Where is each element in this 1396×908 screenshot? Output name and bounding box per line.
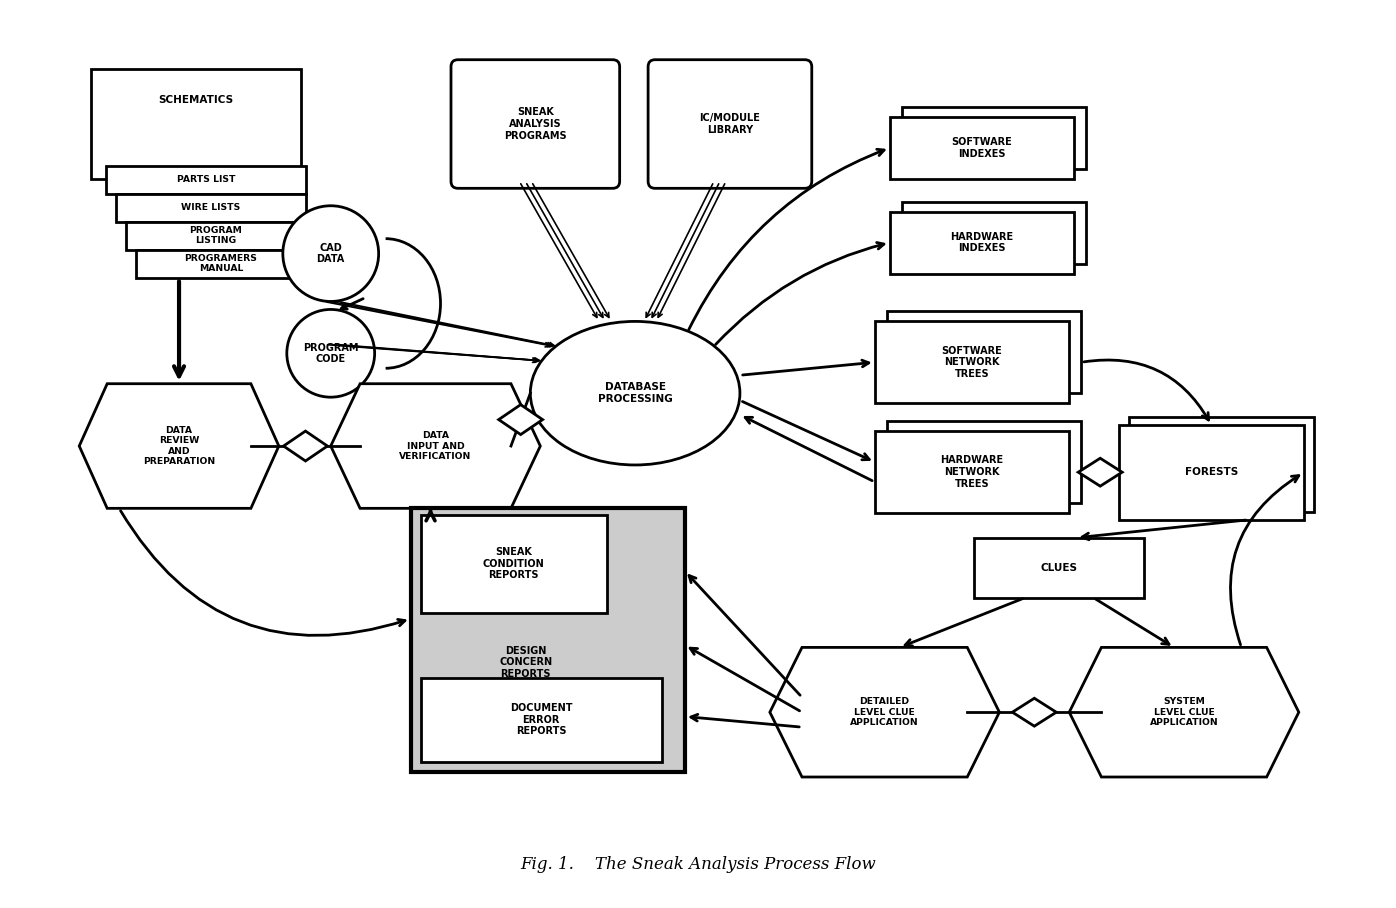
Polygon shape	[902, 202, 1086, 263]
Polygon shape	[1129, 417, 1314, 512]
Polygon shape	[886, 421, 1082, 503]
Text: HARDWARE
INDEXES: HARDWARE INDEXES	[951, 232, 1013, 253]
Polygon shape	[137, 250, 306, 278]
Polygon shape	[889, 117, 1075, 179]
Text: DATABASE
PROCESSING: DATABASE PROCESSING	[597, 382, 673, 404]
Text: SNEAK
ANALYSIS
PROGRAMS: SNEAK ANALYSIS PROGRAMS	[504, 107, 567, 141]
Polygon shape	[974, 538, 1145, 597]
Text: PROGRAM
CODE: PROGRAM CODE	[303, 342, 359, 364]
Polygon shape	[126, 222, 306, 250]
Polygon shape	[902, 107, 1086, 169]
Circle shape	[283, 206, 378, 301]
Polygon shape	[91, 69, 300, 179]
Ellipse shape	[530, 321, 740, 465]
Text: CAD
DATA: CAD DATA	[317, 242, 345, 264]
Text: DETAILED
LEVEL CLUE
APPLICATION: DETAILED LEVEL CLUE APPLICATION	[850, 697, 919, 727]
Text: IC/MODULE
LIBRARY: IC/MODULE LIBRARY	[699, 114, 761, 134]
Polygon shape	[1078, 459, 1122, 486]
Text: PROGRAMERS
MANUAL: PROGRAMERS MANUAL	[184, 254, 257, 273]
Text: SOFTWARE
NETWORK
TREES: SOFTWARE NETWORK TREES	[941, 346, 1002, 379]
Polygon shape	[498, 405, 543, 435]
Polygon shape	[1069, 647, 1298, 777]
Circle shape	[286, 310, 374, 397]
Text: SYSTEM
LEVEL CLUE
APPLICATION: SYSTEM LEVEL CLUE APPLICATION	[1150, 697, 1219, 727]
Text: SOFTWARE
INDEXES: SOFTWARE INDEXES	[952, 137, 1012, 159]
Text: DESIGN
CONCERN
REPORTS: DESIGN CONCERN REPORTS	[500, 646, 553, 679]
Polygon shape	[889, 212, 1075, 273]
FancyBboxPatch shape	[451, 60, 620, 188]
Polygon shape	[420, 515, 607, 613]
Text: FORESTS: FORESTS	[1185, 468, 1238, 478]
Text: DOCUMENT
ERROR
REPORTS: DOCUMENT ERROR REPORTS	[510, 703, 572, 736]
Text: SNEAK
CONDITION
REPORTS: SNEAK CONDITION REPORTS	[483, 547, 544, 580]
Polygon shape	[80, 384, 279, 508]
Polygon shape	[116, 193, 306, 222]
Polygon shape	[420, 677, 662, 762]
Text: DATA
REVIEW
AND
PREPARATION: DATA REVIEW AND PREPARATION	[142, 426, 215, 466]
Polygon shape	[1012, 698, 1057, 726]
Polygon shape	[283, 431, 328, 461]
Polygon shape	[1120, 425, 1304, 519]
Text: Fig. 1.    The Sneak Analysis Process Flow: Fig. 1. The Sneak Analysis Process Flow	[521, 856, 875, 873]
Text: HARDWARE
NETWORK
TREES: HARDWARE NETWORK TREES	[941, 455, 1004, 489]
Text: PROGRAM
LISTING: PROGRAM LISTING	[190, 226, 243, 245]
FancyBboxPatch shape	[648, 60, 811, 188]
Polygon shape	[769, 647, 1000, 777]
Polygon shape	[331, 384, 540, 508]
Text: DATA
INPUT AND
VERIFICATION: DATA INPUT AND VERIFICATION	[399, 431, 472, 461]
Text: SCHEMATICS: SCHEMATICS	[158, 95, 233, 105]
Polygon shape	[106, 166, 306, 193]
Polygon shape	[410, 508, 685, 772]
Polygon shape	[886, 311, 1082, 393]
Text: WIRE LISTS: WIRE LISTS	[181, 203, 240, 212]
Polygon shape	[875, 431, 1069, 513]
Text: PARTS LIST: PARTS LIST	[177, 175, 236, 184]
Text: CLUES: CLUES	[1041, 563, 1078, 573]
Polygon shape	[875, 321, 1069, 403]
